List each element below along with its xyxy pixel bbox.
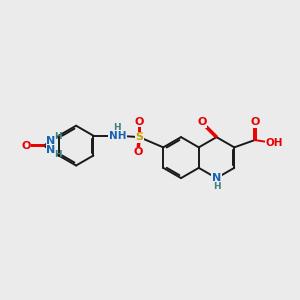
Text: N: N: [212, 173, 221, 183]
Text: H: H: [54, 150, 62, 159]
Text: H: H: [54, 132, 62, 141]
Text: O: O: [135, 117, 144, 127]
Text: O: O: [250, 118, 260, 128]
Text: O: O: [197, 118, 207, 128]
Text: O: O: [133, 147, 142, 157]
Text: N: N: [46, 146, 56, 155]
Text: H: H: [113, 123, 121, 132]
Text: OH: OH: [265, 138, 283, 148]
Text: S: S: [135, 132, 143, 142]
Text: O: O: [22, 141, 31, 151]
Text: N: N: [46, 136, 56, 146]
Text: NH: NH: [109, 131, 126, 141]
Text: H: H: [213, 182, 221, 191]
